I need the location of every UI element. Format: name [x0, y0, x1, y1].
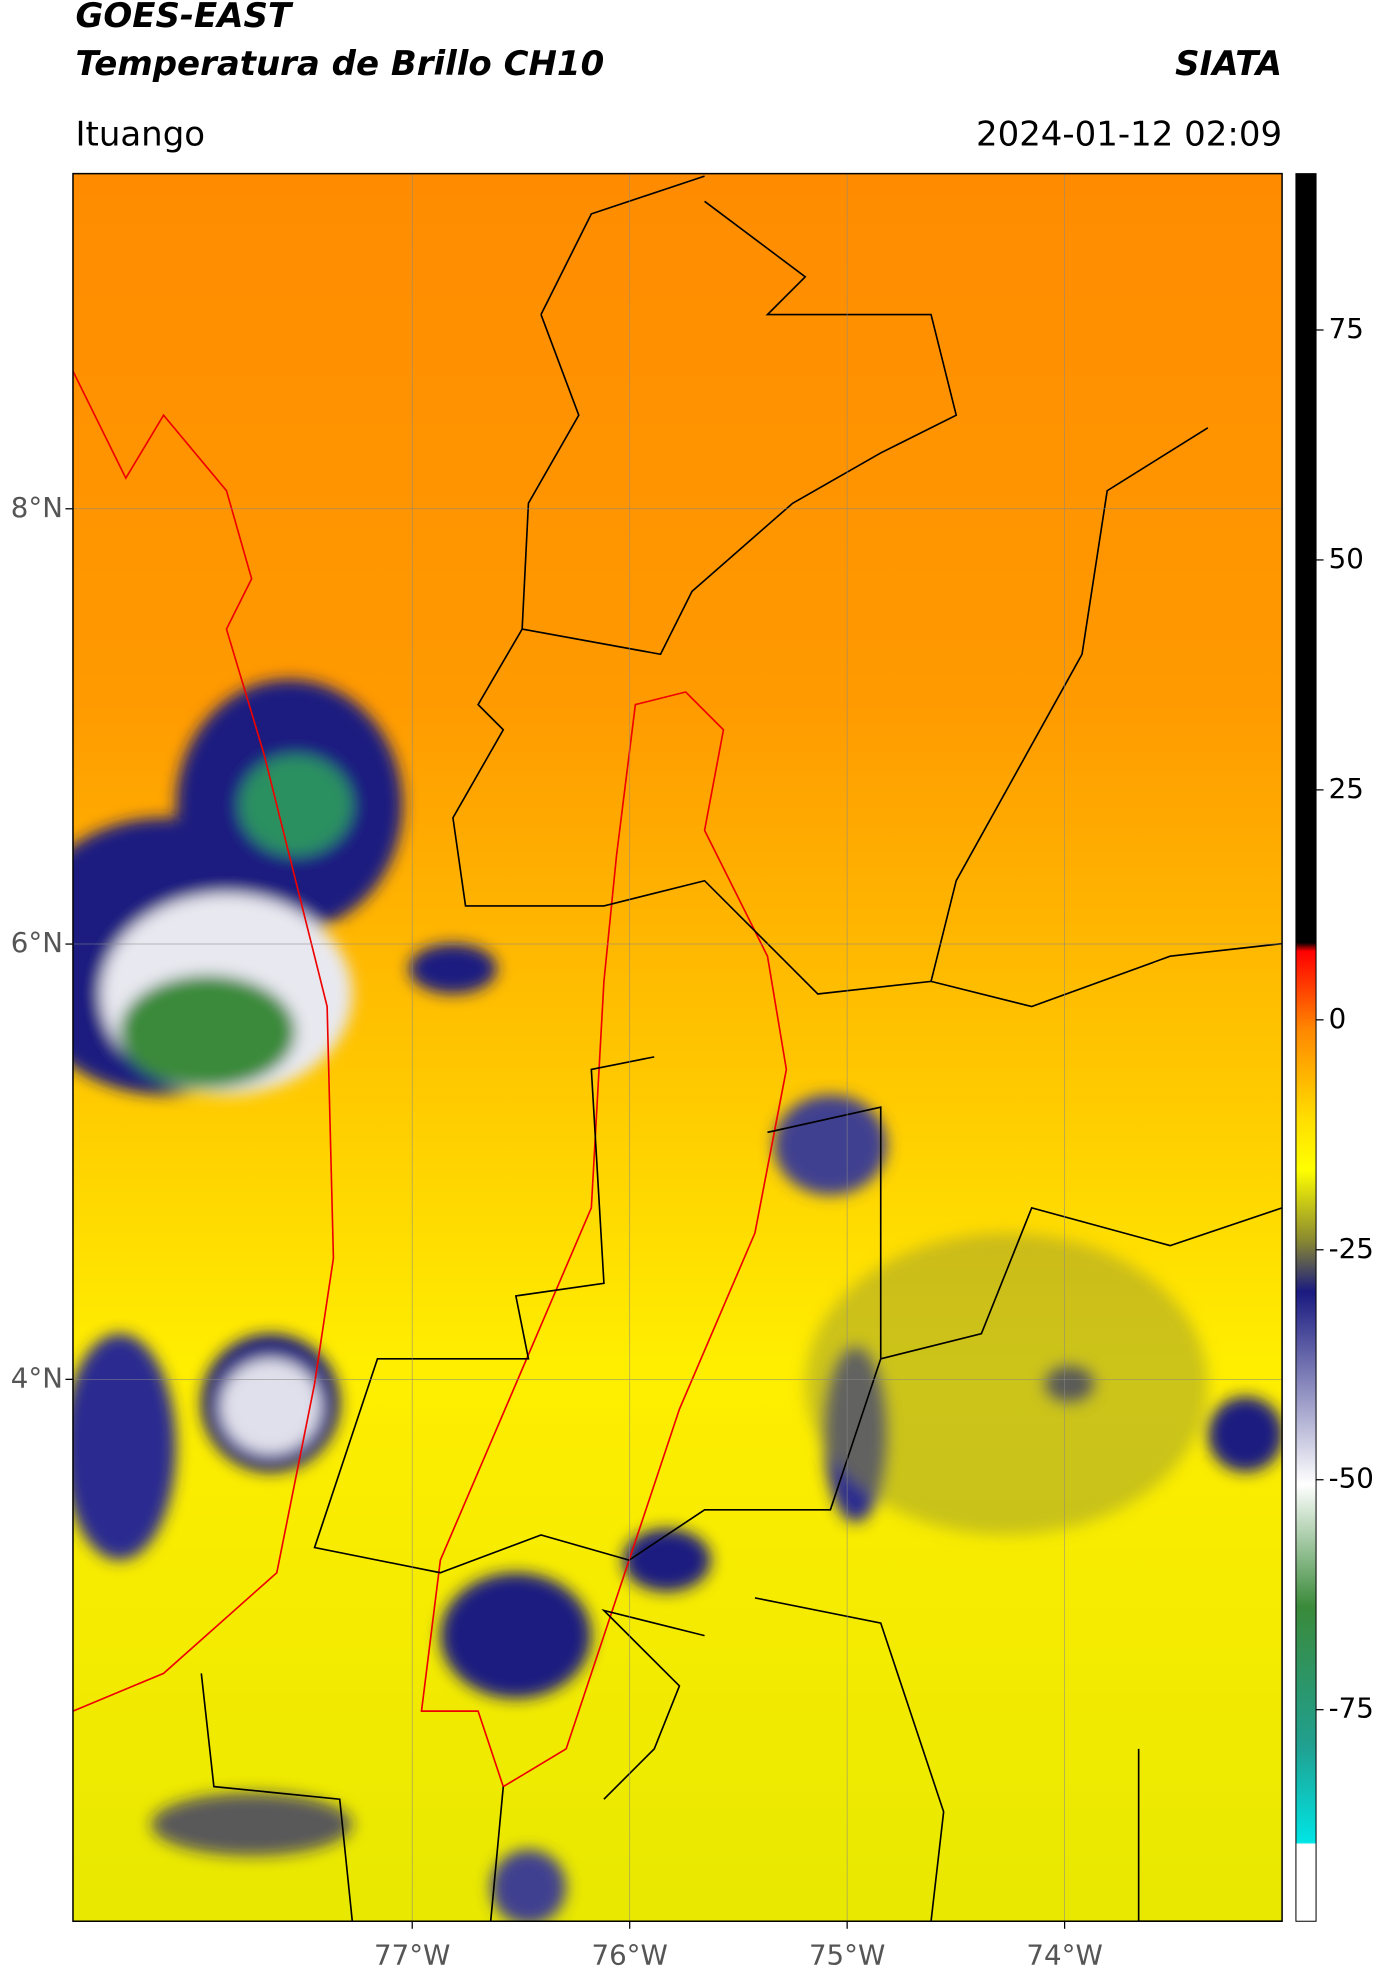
satellite-image	[72, 173, 1283, 1922]
colorbar-tick-label: 0	[1329, 1002, 1347, 1035]
colorbar-tick-label: 75	[1329, 312, 1364, 345]
product: Temperatura de Brillo CH10	[75, 44, 604, 84]
colorbar-tick-label: 50	[1329, 542, 1364, 575]
clouds	[72, 679, 1283, 1922]
basin-outline	[420, 691, 788, 1788]
colorbar-tick-label: 25	[1329, 772, 1364, 805]
timestamp: 2024-01-12 02:09	[976, 114, 1282, 154]
coastline	[72, 370, 335, 1712]
grid	[72, 173, 1283, 1922]
colorbar-tick-label: -50	[1329, 1462, 1374, 1495]
satellite: GOES-EAST	[75, 0, 293, 36]
y-tick-label: 4°N	[11, 1361, 63, 1394]
x-tick-label: 74°W	[1026, 1938, 1102, 1971]
location: Ituango	[75, 114, 205, 154]
colorbar-tick-label: -25	[1329, 1232, 1374, 1265]
agency: SIATA	[1175, 44, 1282, 84]
x-tick-label: 77°W	[374, 1938, 450, 1971]
x-tick-label: 75°W	[809, 1938, 885, 1971]
y-tick-label: 8°N	[11, 491, 63, 524]
map-frame	[72, 172, 1283, 1922]
y-tick-label: 6°N	[11, 926, 63, 959]
colorbar	[1295, 173, 1317, 1922]
colorbar-tick-label: -75	[1329, 1692, 1374, 1725]
admin-borders	[200, 175, 1283, 1922]
x-tick-label: 76°W	[592, 1938, 668, 1971]
